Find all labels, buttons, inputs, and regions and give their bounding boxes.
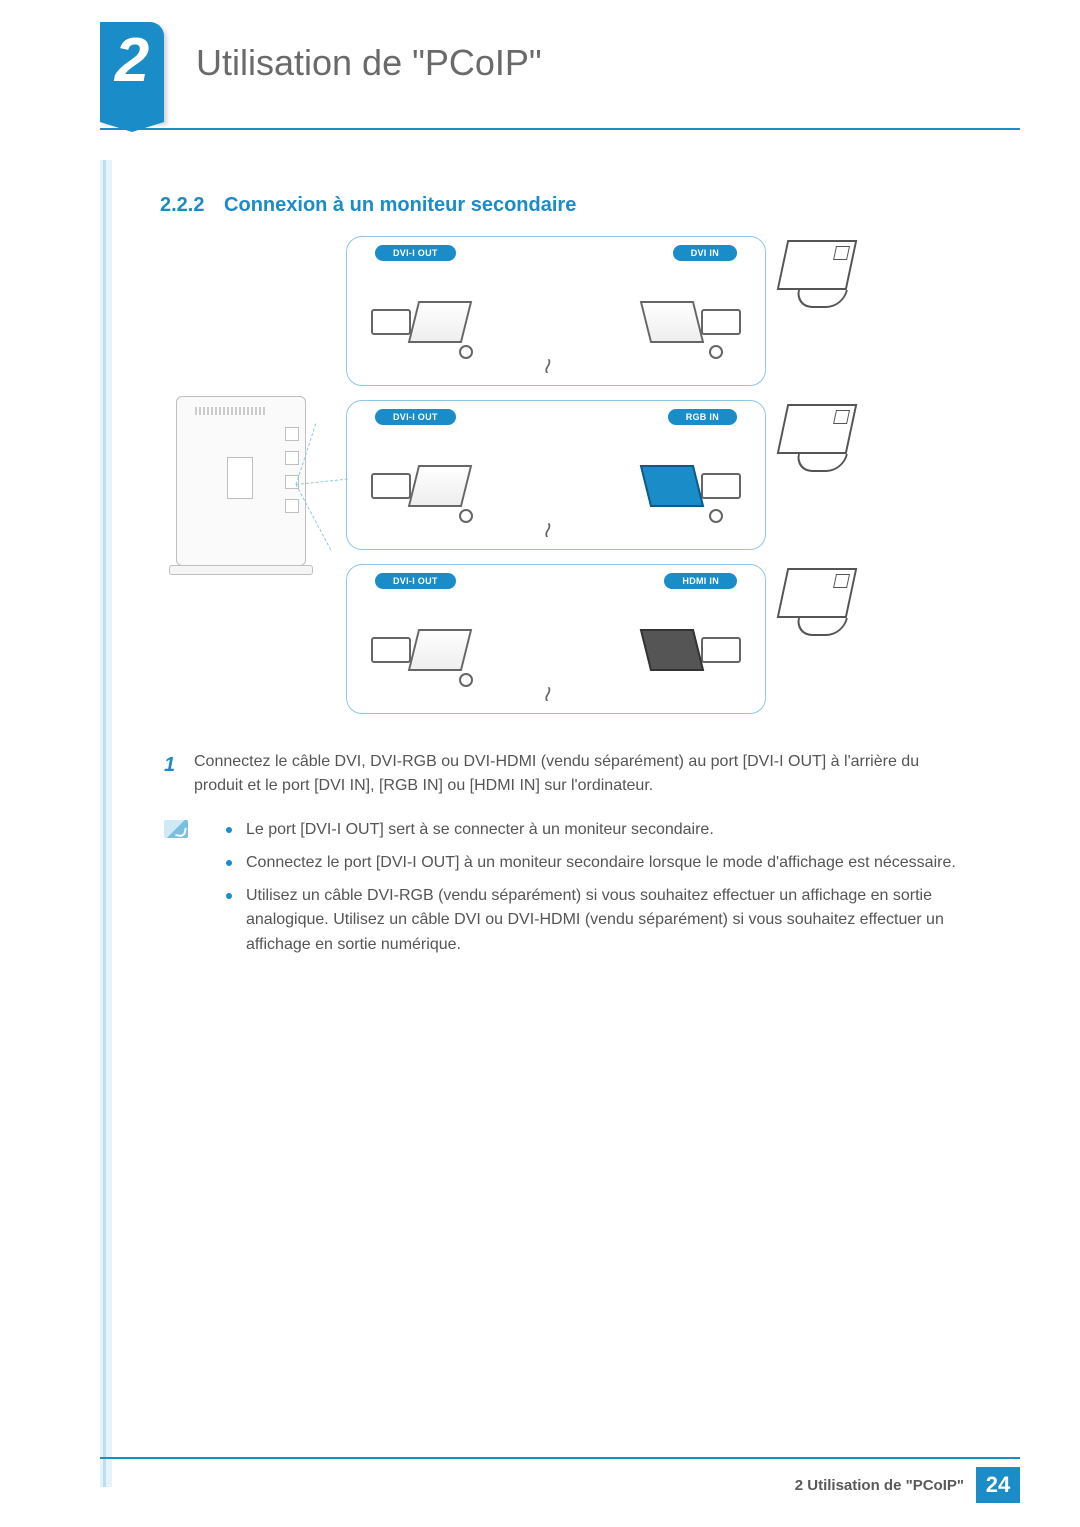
footer-chapter-text: 2 Utilisation de "PCoIP" bbox=[795, 1477, 964, 1494]
connector-dest bbox=[621, 623, 741, 681]
port-label-source: DVI-I OUT bbox=[375, 573, 456, 589]
port-label-dest: DVI IN bbox=[673, 245, 737, 261]
header-rule bbox=[100, 128, 1020, 130]
monitor-icon bbox=[776, 240, 876, 320]
chapter-number: 2 bbox=[115, 26, 149, 95]
instruction-step: 1 Connectez le câble DVI, DVI-RGB ou DVI… bbox=[164, 750, 970, 798]
source-device-ports bbox=[285, 427, 299, 513]
note-block: Le port [DVI-I OUT] sert à se connecter … bbox=[164, 818, 970, 966]
port-label-dest: RGB IN bbox=[668, 409, 737, 425]
connection-diagram: DVI-I OUT DVI IN ≀ DVI-I OUT RGB IN ≀ DV… bbox=[176, 236, 896, 726]
cable-path-box: DVI-I OUT DVI IN ≀ bbox=[346, 236, 766, 386]
chapter-number-badge: 2 bbox=[100, 22, 164, 122]
step-number: 1 bbox=[164, 750, 175, 780]
cable-path-box: DVI-I OUT RGB IN ≀ bbox=[346, 400, 766, 550]
connector-dest bbox=[621, 295, 741, 353]
cable-break-icon: ≀ bbox=[542, 681, 550, 707]
port-label-source: DVI-I OUT bbox=[375, 409, 456, 425]
cable-path-box: DVI-I OUT HDMI IN ≀ bbox=[346, 564, 766, 714]
connector-source bbox=[371, 623, 491, 681]
page-footer: 2 Utilisation de "PCoIP" 24 bbox=[795, 1467, 1020, 1503]
left-margin-accent-outer bbox=[100, 160, 112, 1487]
page-number-badge: 24 bbox=[976, 1467, 1020, 1503]
monitor-icon bbox=[776, 404, 876, 484]
source-device-base bbox=[169, 565, 313, 575]
section-heading: 2.2.2 Connexion à un moniteur secondaire bbox=[160, 194, 576, 217]
cable-break-icon: ≀ bbox=[542, 517, 550, 543]
monitor-icon bbox=[776, 568, 876, 648]
note-list: Le port [DVI-I OUT] sert à se connecter … bbox=[226, 818, 970, 958]
left-margin-accent-inner bbox=[103, 160, 106, 1487]
connector-source bbox=[371, 459, 491, 517]
step-text: Connectez le câble DVI, DVI-RGB ou DVI-H… bbox=[194, 750, 970, 798]
note-item: Le port [DVI-I OUT] sert à se connecter … bbox=[226, 818, 970, 843]
port-label-source: DVI-I OUT bbox=[375, 245, 456, 261]
source-device bbox=[176, 396, 306, 566]
cable-break-icon: ≀ bbox=[542, 353, 550, 379]
port-label-dest: HDMI IN bbox=[664, 573, 737, 589]
badge-fold-decoration bbox=[100, 122, 164, 132]
page-header: 2 Utilisation de "PCoIP" bbox=[100, 22, 1020, 132]
note-item: Connectez le port [DVI-I OUT] à un monit… bbox=[226, 851, 970, 876]
section-number: 2.2.2 bbox=[160, 194, 204, 216]
note-icon bbox=[164, 820, 188, 838]
footer-rule bbox=[100, 1457, 1020, 1459]
connector-dest bbox=[621, 459, 741, 517]
note-item: Utilisez un câble DVI-RGB (vendu séparém… bbox=[226, 884, 970, 958]
section-title: Connexion à un moniteur secondaire bbox=[224, 194, 576, 216]
connector-source bbox=[371, 295, 491, 353]
chapter-title: Utilisation de "PCoIP" bbox=[196, 42, 542, 84]
